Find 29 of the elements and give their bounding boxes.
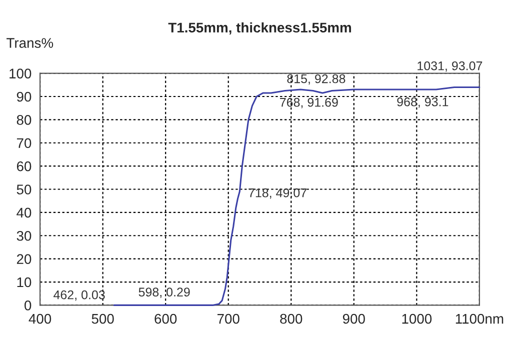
- y-tick-label: 50: [16, 184, 32, 194]
- line-series: [113, 86, 480, 306]
- x-tick-label: 600: [154, 314, 177, 324]
- annotation: 815, 92.88: [287, 74, 346, 85]
- annotation: 718, 49.07: [248, 188, 306, 199]
- x-tick-label: 1000: [402, 314, 432, 324]
- annotation: 768, 91.69: [280, 98, 338, 108]
- annotation: 968, 93.1: [397, 97, 448, 108]
- y-tick-label: 100: [10, 68, 32, 78]
- y-tick-label: 0: [24, 300, 32, 310]
- x-tick-label: 1100nm: [456, 314, 504, 324]
- y-tick-label: 40: [16, 208, 32, 218]
- y-axis-title: Trans%: [6, 38, 54, 48]
- x-tick-label: 400: [28, 314, 52, 324]
- y-tick-label: 30: [16, 230, 32, 241]
- y-tick-label: 10: [17, 277, 32, 288]
- y-tick-label: 60: [16, 161, 32, 172]
- x-tick-label: 900: [342, 314, 365, 324]
- y-tick-label: 20: [16, 254, 32, 264]
- x-tick-label: 800: [280, 314, 302, 324]
- y-tick-label: 70: [16, 138, 32, 148]
- x-tick-label: 700: [217, 314, 240, 324]
- y-tick-label: 90: [16, 92, 32, 102]
- annotation: 462, 0.03: [54, 290, 105, 301]
- annotation: 1031, 93.07: [418, 61, 482, 72]
- annotation: 598, 0.29: [138, 288, 190, 298]
- y-tick-label: 80: [16, 115, 32, 125]
- chart-title: T1.55mm, thickness1.55mm: [168, 22, 352, 35]
- x-tick-label: 500: [92, 314, 114, 324]
